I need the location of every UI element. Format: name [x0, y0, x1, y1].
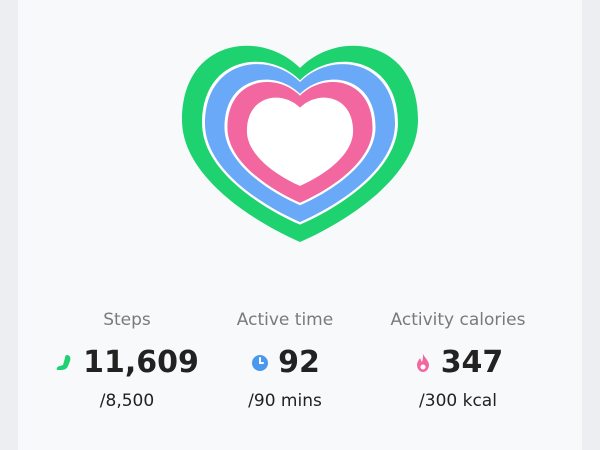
stat-label: Steps [103, 310, 151, 330]
stat-value-row: 92 [185, 345, 385, 380]
stat-goal: /90 mins [248, 391, 322, 411]
stat-value-row: 11,609 [27, 345, 227, 380]
stat-value: 11,609 [83, 345, 199, 380]
stat-value: 92 [278, 345, 320, 380]
stat-value: 347 [440, 345, 504, 380]
steps-icon [56, 354, 71, 370]
stat-label: Activity calories [390, 310, 526, 330]
flame-icon [416, 353, 429, 372]
stat-label: Active time [236, 310, 334, 330]
stat-value-row: 347 [358, 345, 558, 380]
stat-goal: /300 kcal [419, 391, 497, 411]
activity-rings [182, 45, 418, 243]
activity-card: Steps 11,609 /8,500 Active time 92 /90 m… [18, 0, 582, 450]
stat-goal: /8,500 [99, 391, 155, 411]
clock-icon [252, 354, 269, 371]
